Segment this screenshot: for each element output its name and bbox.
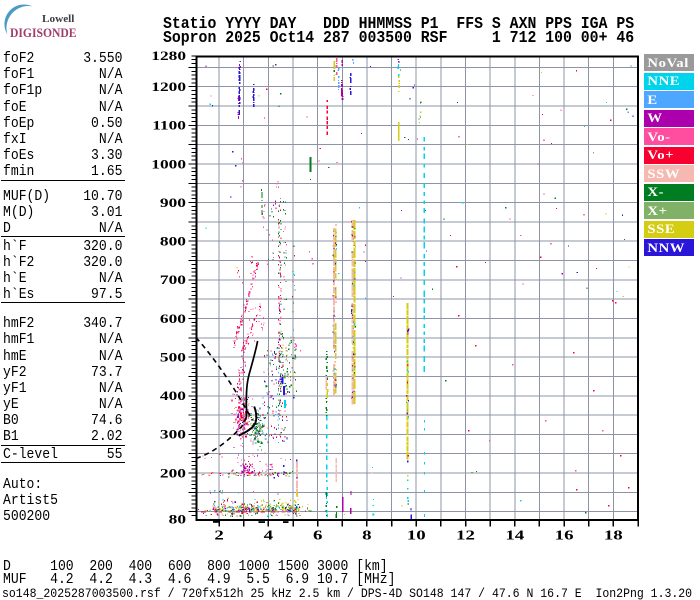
svg-text:400: 400 [160, 389, 187, 403]
svg-text:1200: 1200 [151, 80, 186, 94]
svg-text:1100: 1100 [152, 119, 186, 133]
svg-text:800: 800 [160, 235, 187, 249]
svg-text:12: 12 [456, 527, 475, 543]
svg-text:700: 700 [160, 273, 187, 287]
svg-text:6: 6 [313, 527, 322, 543]
svg-text:4: 4 [264, 527, 273, 543]
svg-text:1280: 1280 [151, 49, 186, 63]
svg-text:18: 18 [604, 527, 623, 543]
svg-text:500: 500 [160, 351, 187, 365]
svg-text:80: 80 [169, 513, 187, 527]
svg-text:300: 300 [160, 428, 187, 442]
svg-text:16: 16 [555, 527, 574, 543]
svg-text:600: 600 [160, 312, 187, 326]
svg-text:14: 14 [505, 527, 524, 543]
svg-text:200: 200 [160, 467, 187, 481]
svg-text:8: 8 [362, 527, 371, 543]
svg-text:900: 900 [160, 196, 187, 210]
svg-text:10: 10 [407, 527, 426, 543]
svg-text:2: 2 [214, 527, 223, 543]
svg-text:1000: 1000 [151, 158, 186, 172]
